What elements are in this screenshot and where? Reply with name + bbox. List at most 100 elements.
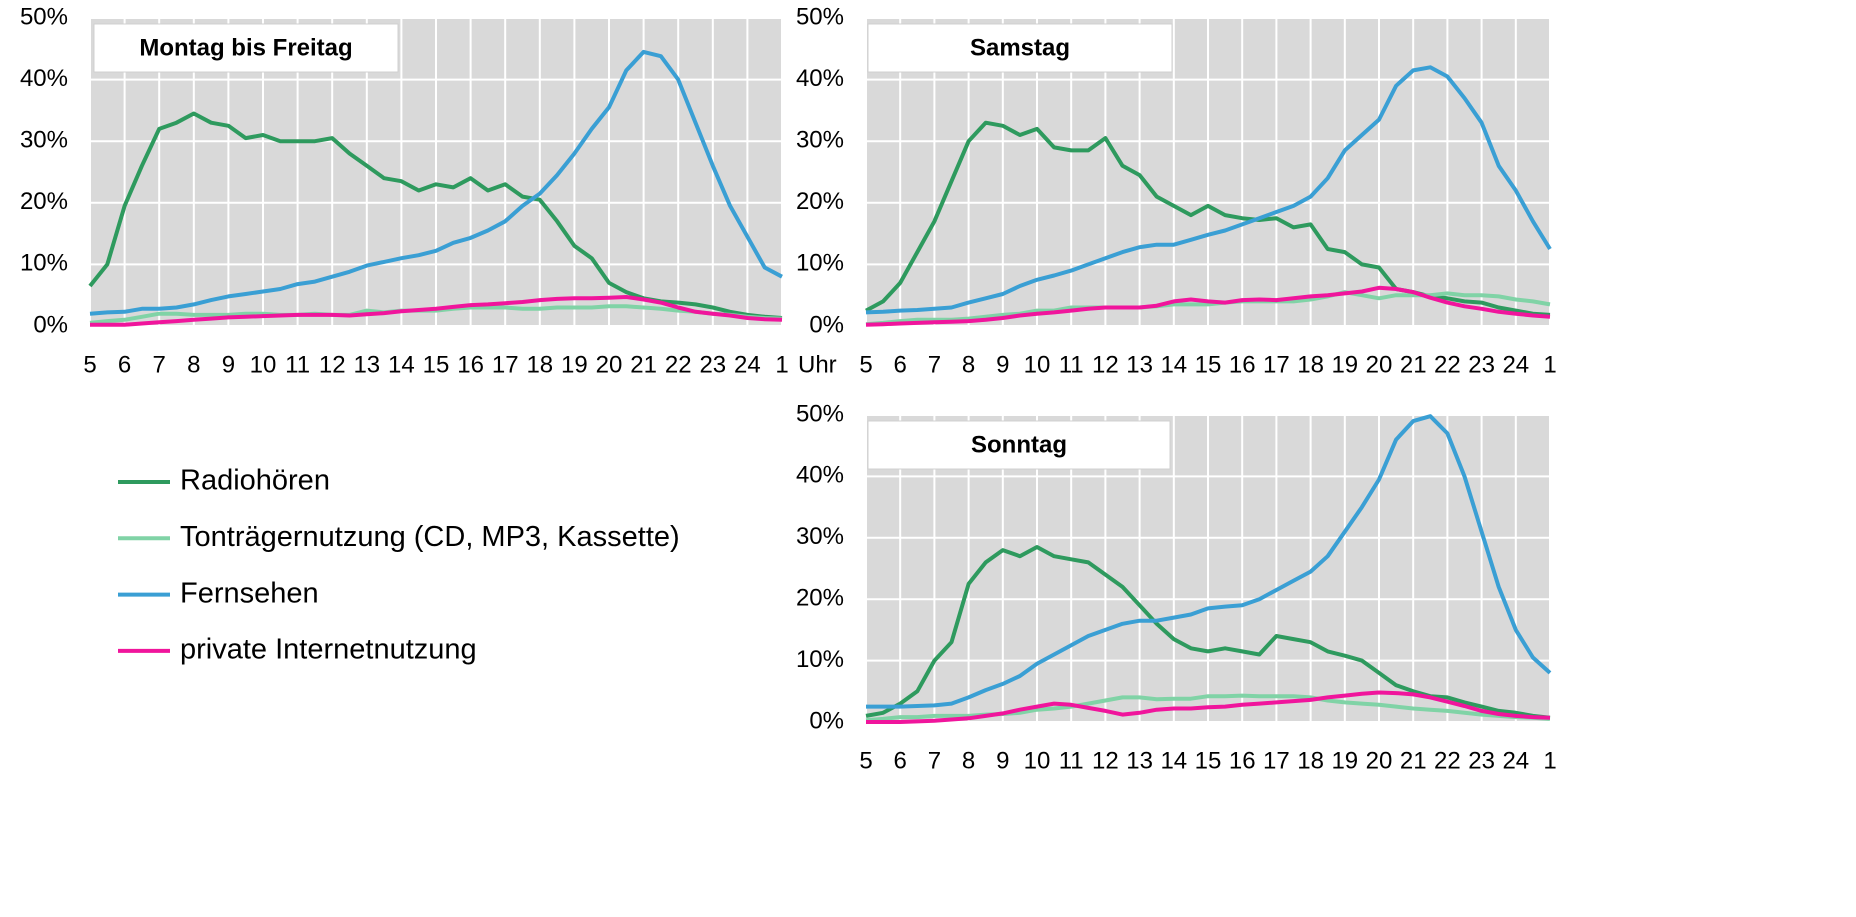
x-tick-label: 8 (962, 351, 975, 378)
x-tick-label: 13 (1126, 747, 1153, 774)
x-tick-label: 23 (1468, 747, 1495, 774)
x-tick-label: 10 (1024, 747, 1051, 774)
title-box (867, 420, 1171, 470)
x-tick-label: 12 (319, 351, 346, 378)
y-tick-label: 30% (20, 127, 68, 154)
x-tick-label: 1 (1543, 747, 1556, 774)
legend-label: private Internetnutzung (180, 634, 477, 666)
chart-title: Samstag (970, 34, 1070, 61)
x-tick-label: 18 (526, 351, 553, 378)
x-tick-label: 11 (285, 351, 310, 378)
y-tick-label: 20% (796, 585, 844, 612)
data-line (866, 414, 1552, 709)
x-tick-label: 15 (1195, 351, 1222, 378)
x-tick-label: 16 (1229, 747, 1256, 774)
x-tick-label: 14 (388, 351, 415, 378)
y-tick-label: 20% (796, 188, 844, 215)
y-tick-label: 0% (33, 311, 68, 338)
y-tick-label: 0% (809, 707, 844, 734)
y-tick-label: 30% (796, 523, 844, 550)
x-tick-label: 19 (561, 351, 588, 378)
data-line (865, 545, 1551, 720)
x-tick-label: 7 (153, 351, 166, 378)
x-tick-label: 16 (457, 351, 484, 378)
x-tick-label: 11 (1059, 351, 1084, 378)
x-tick-label: 11 (1059, 747, 1084, 774)
x-tick-label: 21 (1400, 351, 1427, 378)
data-line (865, 120, 1551, 317)
x-tick-label: 24 (1502, 351, 1529, 378)
y-tick-label: 40% (796, 462, 844, 489)
x-tick-label: 10 (250, 351, 277, 378)
x-tick-label: 7 (928, 351, 941, 378)
legend-label: Fernsehen (180, 577, 319, 609)
x-tick-label: 17 (1263, 747, 1290, 774)
x-tick-label: 21 (1400, 747, 1427, 774)
x-tick-label: 5 (859, 351, 872, 378)
x-tick-label: 6 (894, 351, 907, 378)
x-tick-label: 17 (492, 351, 519, 378)
x-tick-label: 7 (928, 747, 941, 774)
title-box (867, 23, 1173, 73)
x-tick-label: 9 (996, 747, 1009, 774)
legend-label: Tonträgernutzung (CD, MP3, Kassette) (180, 521, 680, 553)
x-tick-label: 10 (1024, 351, 1051, 378)
x-tick-label: 22 (1434, 351, 1461, 378)
y-tick-label: 40% (20, 65, 68, 92)
y-tick-label: 50% (796, 3, 844, 30)
x-tick-label: 20 (1366, 747, 1393, 774)
x-tick-label: 14 (1160, 351, 1187, 378)
x-tick-label: 23 (1468, 351, 1495, 378)
x-tick-label: 16 (1229, 351, 1256, 378)
x-tick-label: 22 (665, 351, 692, 378)
y-tick-label: 40% (796, 65, 844, 92)
x-tick-label: 24 (734, 351, 761, 378)
data-line (88, 111, 783, 320)
data-line (865, 290, 1551, 327)
x-tick-label: 23 (699, 351, 726, 378)
y-tick-label: 0% (809, 311, 844, 338)
x-tick-label: 13 (1126, 351, 1153, 378)
y-tick-label: 10% (796, 250, 844, 277)
data-line (90, 295, 783, 327)
x-tick-label: 19 (1331, 747, 1358, 774)
x-tick-label: 15 (1195, 747, 1222, 774)
chart-title: Montag bis Freitag (139, 34, 352, 61)
y-tick-label: 20% (20, 188, 68, 215)
y-tick-label: 10% (20, 250, 68, 277)
legend-label: Radiohören (180, 465, 330, 497)
x-tick-label: 20 (1366, 351, 1393, 378)
title-box (93, 23, 399, 73)
x-tick-label: 8 (962, 747, 975, 774)
x-tick-label: 9 (996, 351, 1009, 378)
y-tick-label: 50% (20, 3, 68, 30)
x-tick-label: 14 (1160, 747, 1187, 774)
x-tick-label: 18 (1297, 747, 1324, 774)
x-tick-label: 12 (1092, 351, 1119, 378)
x-tick-label: 5 (859, 747, 872, 774)
y-tick-label: 10% (796, 646, 844, 673)
x-tick-label: 5 (83, 351, 96, 378)
data-line (866, 690, 1551, 724)
chart-title: Sonntag (971, 431, 1067, 458)
x-tick-label: 9 (222, 351, 235, 378)
x-tick-label: 1 (1543, 351, 1556, 378)
x-tick-label: 17 (1263, 351, 1290, 378)
x-tick-label: 12 (1092, 747, 1119, 774)
data-line (865, 285, 1551, 327)
x-tick-label: 24 (1502, 747, 1529, 774)
x-tick-label: 1 (775, 351, 788, 378)
data-line (89, 49, 783, 316)
x-tick-label: 6 (118, 351, 131, 378)
x-tick-label: 21 (630, 351, 657, 378)
x-tick-label: 18 (1297, 351, 1324, 378)
x-tick-label: 6 (894, 747, 907, 774)
x-tick-label: 8 (187, 351, 200, 378)
y-tick-label: 50% (796, 400, 844, 427)
x-tick-label: 19 (1331, 351, 1358, 378)
x-axis-label: Uhr (798, 351, 837, 378)
x-tick-label: 13 (353, 351, 380, 378)
x-tick-label: 22 (1434, 747, 1461, 774)
y-tick-label: 30% (796, 127, 844, 154)
